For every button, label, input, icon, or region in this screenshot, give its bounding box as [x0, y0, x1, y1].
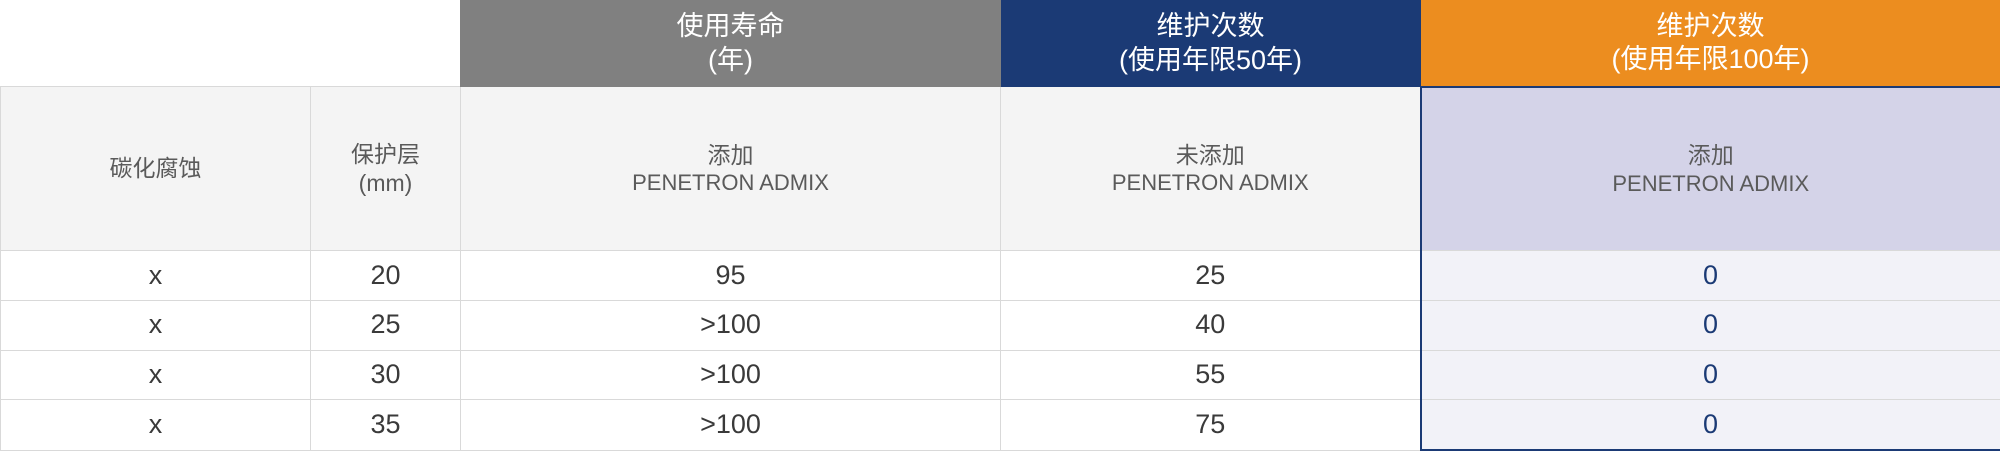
cell-life-noadd-0: 25	[1001, 251, 1421, 301]
cell-corrosion-3: x	[1, 400, 311, 450]
group-header-row: 使用寿命 (年) 维护次数 (使用年限50年) 维护次数 (使用年限100年)	[1, 1, 2000, 87]
cell-life-add-1: >100	[461, 301, 1001, 351]
header-m50-add-line2: PENETRON ADMIX	[1426, 170, 1997, 198]
sub-header-row: 碳化腐蚀 保护层 (mm) 添加 PENETRON ADMIX 未添加 PENE…	[1, 87, 2000, 251]
header-protect-layer-line1: 保护层	[315, 140, 456, 169]
header-life-add-line2: PENETRON ADMIX	[465, 169, 996, 197]
cell-m50-add-0: 0	[1421, 251, 2000, 301]
cell-life-noadd-1: 40	[1001, 301, 1421, 351]
blank-cell-1	[1, 1, 311, 87]
cell-m50-add-2: 0	[1421, 350, 2000, 400]
cell-life-noadd-2: 55	[1001, 350, 1421, 400]
group-header-m50: 维护次数 (使用年限50年)	[1001, 1, 1421, 87]
cell-life-add-0: 95	[461, 251, 1001, 301]
header-protect-layer-line2: (mm)	[315, 169, 456, 198]
cell-life-add-3: >100	[461, 400, 1001, 450]
group-header-m50-line1: 维护次数	[1005, 10, 1416, 44]
cell-protect-2: 30	[311, 350, 461, 400]
header-corrosion: 碳化腐蚀	[1, 87, 311, 251]
group-header-lifespan: 使用寿命 (年)	[461, 1, 1001, 87]
cell-life-noadd-3: 75	[1001, 400, 1421, 450]
header-m50-add-line1: 添加	[1426, 141, 1997, 170]
group-header-m100-line2: (使用年限100年)	[1425, 43, 1996, 77]
cell-corrosion-1: x	[1, 301, 311, 351]
group-header-lifespan-line1: 使用寿命	[465, 10, 996, 44]
table-row: x 20 95 25 0 1 1 3	[1, 251, 2000, 301]
cell-corrosion-0: x	[1, 251, 311, 301]
header-life-noadd: 未添加 PENETRON ADMIX	[1001, 87, 1421, 251]
table-row: x 25 >100 40 0 1 0 3	[1, 301, 2000, 351]
table-row: x 35 >100 75 0 0 0 1	[1, 400, 2000, 450]
cell-protect-3: 35	[311, 400, 461, 450]
header-protect-layer: 保护层 (mm)	[311, 87, 461, 251]
header-m50-add: 添加 PENETRON ADMIX	[1421, 87, 2000, 251]
header-life-add: 添加 PENETRON ADMIX	[461, 87, 1001, 251]
cell-life-add-2: >100	[461, 350, 1001, 400]
header-life-noadd-line2: PENETRON ADMIX	[1005, 169, 1416, 197]
group-header-lifespan-line2: (年)	[465, 44, 996, 78]
cell-m50-add-1: 0	[1421, 301, 2000, 351]
group-header-m100: 维护次数 (使用年限100年)	[1421, 1, 2000, 87]
cell-m50-add-3: 0	[1421, 400, 2000, 450]
header-corrosion-label: 碳化腐蚀	[110, 155, 202, 181]
cell-corrosion-2: x	[1, 350, 311, 400]
cell-protect-0: 20	[311, 251, 461, 301]
group-header-m100-line1: 维护次数	[1425, 10, 1996, 44]
header-life-noadd-line1: 未添加	[1005, 141, 1416, 170]
header-life-add-line1: 添加	[465, 141, 996, 170]
blank-cell-2	[311, 1, 461, 87]
table-row: x 30 >100 55 0 0 0 2	[1, 350, 2000, 400]
cell-protect-1: 25	[311, 301, 461, 351]
group-header-m50-line2: (使用年限50年)	[1005, 44, 1416, 78]
maintenance-comparison-table: 使用寿命 (年) 维护次数 (使用年限50年) 维护次数 (使用年限100年) …	[0, 0, 2000, 451]
